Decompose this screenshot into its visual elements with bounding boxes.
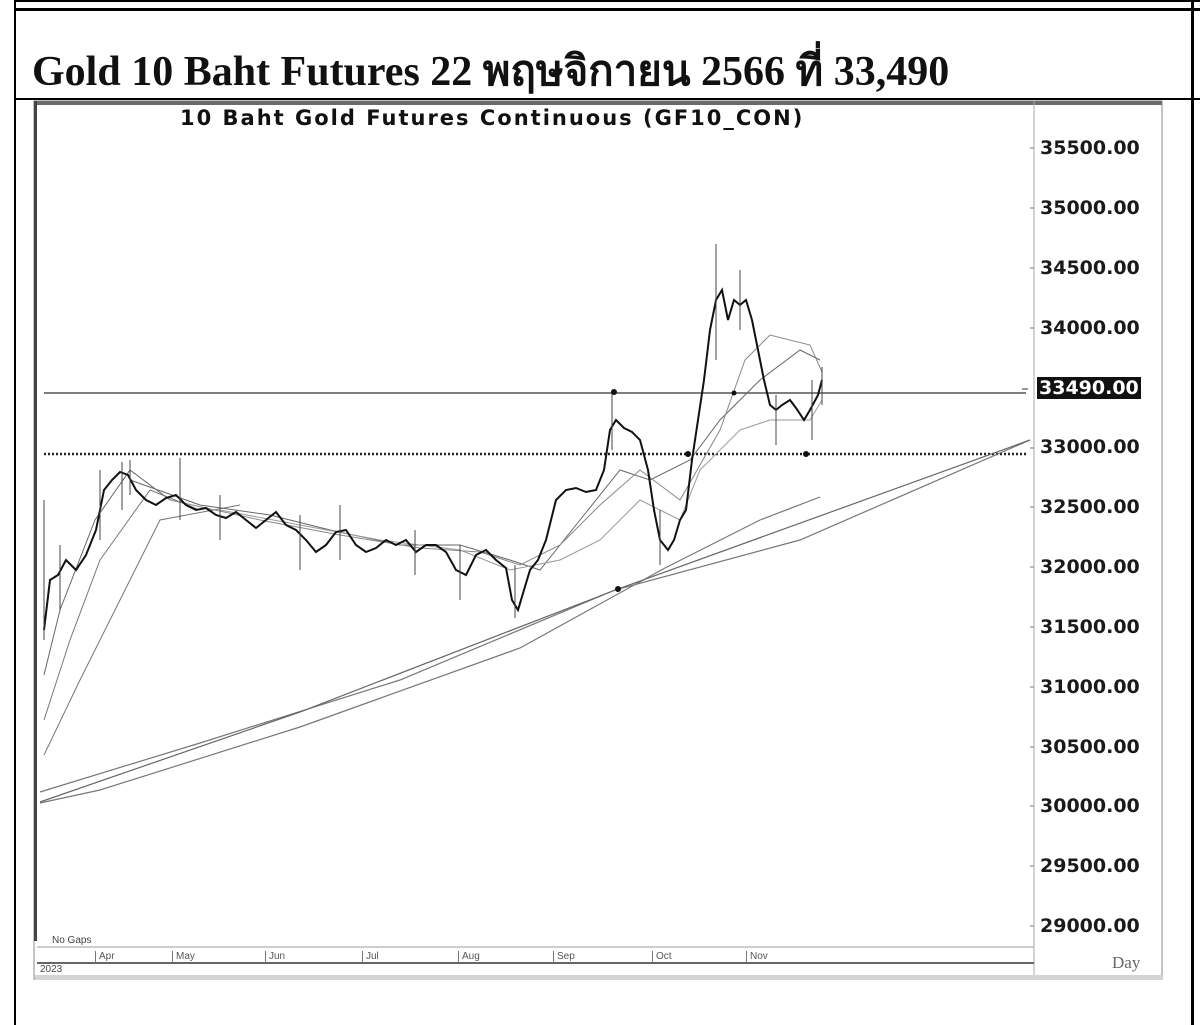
right-border	[1191, 0, 1194, 1025]
last-price-label: 33490.00	[1037, 377, 1141, 399]
y-tick-29000: 29000.00	[1040, 915, 1140, 937]
year-label: 2023	[40, 964, 63, 975]
y-tick-35000: 35000.00	[1040, 197, 1140, 219]
header-bottom-border	[14, 98, 1200, 100]
x-tick-may: May	[172, 951, 195, 963]
y-tick-34500: 34500.00	[1040, 257, 1140, 279]
x-tick-apr: Apr	[95, 951, 115, 963]
header-top-border	[14, 8, 1200, 11]
period-label: Day	[1112, 953, 1141, 972]
x-tick-jun: Jun	[265, 951, 285, 963]
y-tick-32000: 32000.00	[1040, 556, 1140, 578]
x-tick-jul: Jul	[362, 951, 379, 963]
x-tick-sep: Sep	[553, 951, 575, 963]
y-tick-32500: 32500.00	[1040, 496, 1140, 518]
x-tick-aug: Aug	[458, 951, 480, 963]
headline: Gold 10 Baht Futures 22 พฤษจิกายน 2566 ท…	[32, 49, 950, 95]
y-tick-30000: 30000.00	[1040, 795, 1140, 817]
y-tick-34000: 34000.00	[1040, 317, 1140, 339]
y-tick-30500: 30500.00	[1040, 736, 1140, 758]
x-tick-nov: Nov	[746, 951, 768, 963]
y-tick-29500: 29500.00	[1040, 855, 1140, 877]
no-gaps-note: No Gaps	[52, 935, 92, 946]
y-tick-33000: 33000.00	[1040, 436, 1140, 458]
y-tick-31500: 31500.00	[1040, 616, 1140, 638]
y-tick-35500: 35500.00	[1040, 137, 1140, 159]
x-tick-oct: Oct	[652, 951, 672, 963]
left-border	[14, 0, 16, 1025]
chart-title: 10 Baht Gold Futures Continuous (GF10_CO…	[180, 106, 805, 130]
y-tick-31000: 31000.00	[1040, 676, 1140, 698]
top-border	[14, 0, 1200, 2]
